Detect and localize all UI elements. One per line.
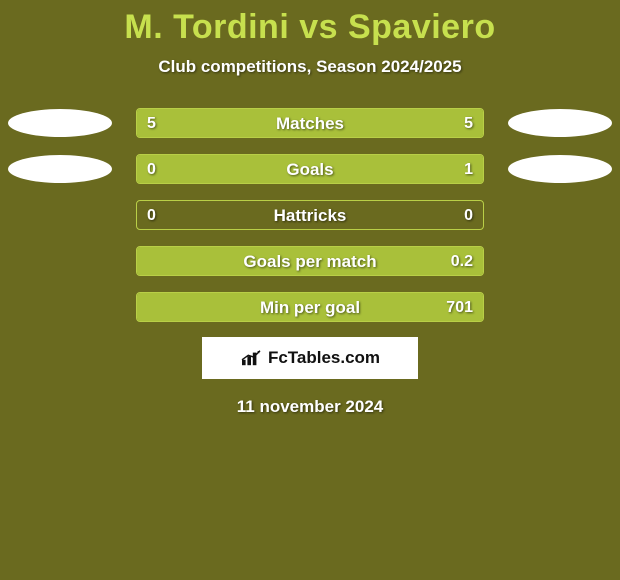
stat-bar: 0.2Goals per match — [136, 246, 484, 276]
stat-row: 55Matches — [0, 107, 620, 139]
stat-label: Min per goal — [137, 293, 483, 322]
stat-row: 0.2Goals per match — [0, 245, 620, 277]
stat-bar: 55Matches — [136, 108, 484, 138]
stat-label: Matches — [137, 109, 483, 138]
stat-row: 00Hattricks — [0, 199, 620, 231]
stats-container: 55Matches 01Goals 00Hattricks 0.2Goals per … — [0, 107, 620, 323]
brand-text: FcTables.com — [268, 348, 380, 368]
stat-label: Goals — [137, 155, 483, 184]
stat-bar: 00Hattricks — [136, 200, 484, 230]
bar-chart-icon — [240, 349, 262, 367]
page-title: M. Tordini vs Spaviero — [0, 0, 620, 47]
player-left-avatar — [8, 155, 112, 183]
stat-label: Hattricks — [137, 201, 483, 230]
player-left-avatar — [8, 109, 112, 137]
brand-badge: FcTables.com — [202, 337, 418, 379]
stat-row: 701Min per goal — [0, 291, 620, 323]
player-right-avatar — [508, 155, 612, 183]
page-subtitle: Club competitions, Season 2024/2025 — [0, 57, 620, 77]
comparison-infographic: M. Tordini vs Spaviero Club competitions… — [0, 0, 620, 580]
stat-row: 01Goals — [0, 153, 620, 185]
player-right-avatar — [508, 109, 612, 137]
stat-bar: 701Min per goal — [136, 292, 484, 322]
stat-label: Goals per match — [137, 247, 483, 276]
stat-bar: 01Goals — [136, 154, 484, 184]
date-label: 11 november 2024 — [0, 397, 620, 417]
